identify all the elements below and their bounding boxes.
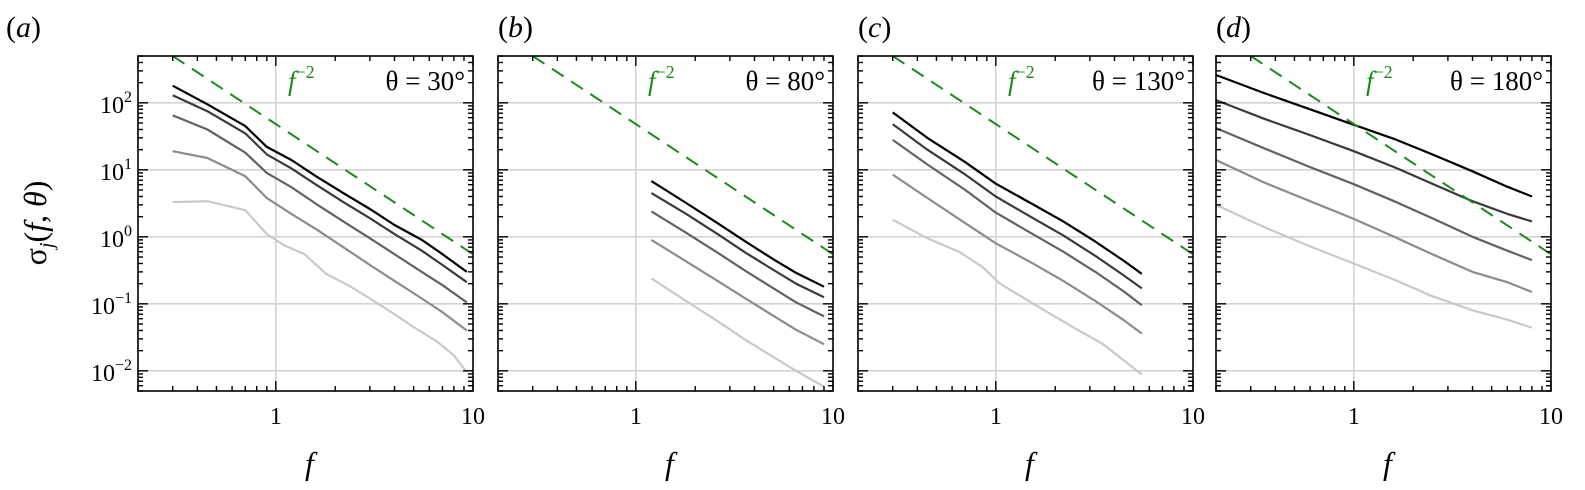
series-line-4: [892, 173, 1143, 335]
reference-line: [1250, 56, 1551, 256]
series-group: [532, 56, 833, 388]
x-tick-label: 10: [1539, 404, 1563, 430]
series-line-3: [650, 210, 825, 318]
y-tick-label: 100: [100, 223, 132, 253]
x-tick-label: 1: [270, 404, 282, 430]
reference-label: f−2: [648, 62, 675, 96]
series-line-1: [650, 180, 825, 288]
series-group: [892, 56, 1193, 376]
series-line-3: [1216, 127, 1533, 262]
reference-line: [532, 56, 833, 256]
panel-label: (b): [498, 11, 533, 44]
reference-label: f−2: [1366, 62, 1393, 96]
series-line-1: [1216, 73, 1533, 198]
series-line-1: [892, 111, 1143, 275]
y-tick-label: 10−2: [91, 357, 132, 387]
panel-label: (c): [858, 11, 891, 44]
series-line-2: [1216, 99, 1533, 223]
axes-frame: [857, 55, 1194, 392]
reference-label: f−2: [288, 62, 315, 96]
series-line-5: [172, 200, 468, 373]
x-tick-label: 1: [990, 404, 1002, 430]
panel-b: 1 10 f (b) θ = 80° f−2: [497, 11, 845, 481]
reference-label: f−2: [1008, 62, 1035, 96]
x-tick-label: 1: [630, 404, 642, 430]
theta-label: θ = 180°: [1450, 66, 1543, 96]
x-tick-label: 10: [461, 404, 485, 430]
series-line-1: [172, 84, 468, 273]
x-axis-title: f: [665, 445, 678, 481]
x-tick-label: 10: [821, 404, 845, 430]
axes-frame: [1215, 55, 1552, 392]
series-line-5: [892, 218, 1143, 376]
y-tick-label: 10−1: [91, 290, 132, 320]
reference-line: [172, 56, 473, 256]
series-line-3: [892, 139, 1143, 307]
axes-frame: [137, 55, 474, 392]
series-line-2: [650, 192, 825, 299]
series-line-2: [172, 94, 468, 284]
series-group: [1216, 56, 1551, 329]
x-axis-title: f: [1383, 445, 1396, 481]
series-line-5: [650, 277, 825, 388]
series-line-4: [650, 238, 825, 346]
theta-label: θ = 30°: [386, 66, 465, 96]
x-tick-label: 10: [1181, 404, 1205, 430]
series-line-2: [892, 123, 1143, 290]
y-tick-label: 102: [100, 89, 132, 119]
theta-label: θ = 80°: [746, 66, 825, 96]
series-group: [172, 56, 473, 373]
x-axis-title: f: [305, 445, 318, 481]
panel-a: 1 10 10−2 10−1 100 101 102 f (a) θ = 30° f−2: [6, 11, 485, 481]
series-line-3: [172, 114, 468, 304]
panel-c: 1 10 f (c) θ = 130° f−2: [857, 11, 1205, 481]
series-line-5: [1216, 203, 1533, 329]
series-line-4: [1216, 159, 1533, 294]
theta-label: θ = 130°: [1092, 66, 1185, 96]
panel-label: (a): [6, 11, 41, 44]
reference-line: [892, 56, 1193, 256]
y-tick-label: 101: [100, 156, 132, 186]
series-line-4: [172, 150, 468, 332]
y-axis-title: σj(f, θ): [17, 181, 58, 266]
panel-d: 1 10 f (d) θ = 180° f−2: [1215, 11, 1563, 481]
axes-frame: [497, 55, 834, 392]
x-tick-label: 1: [1348, 404, 1360, 430]
x-axis-title: f: [1025, 445, 1038, 481]
panel-label: (d): [1216, 11, 1251, 44]
